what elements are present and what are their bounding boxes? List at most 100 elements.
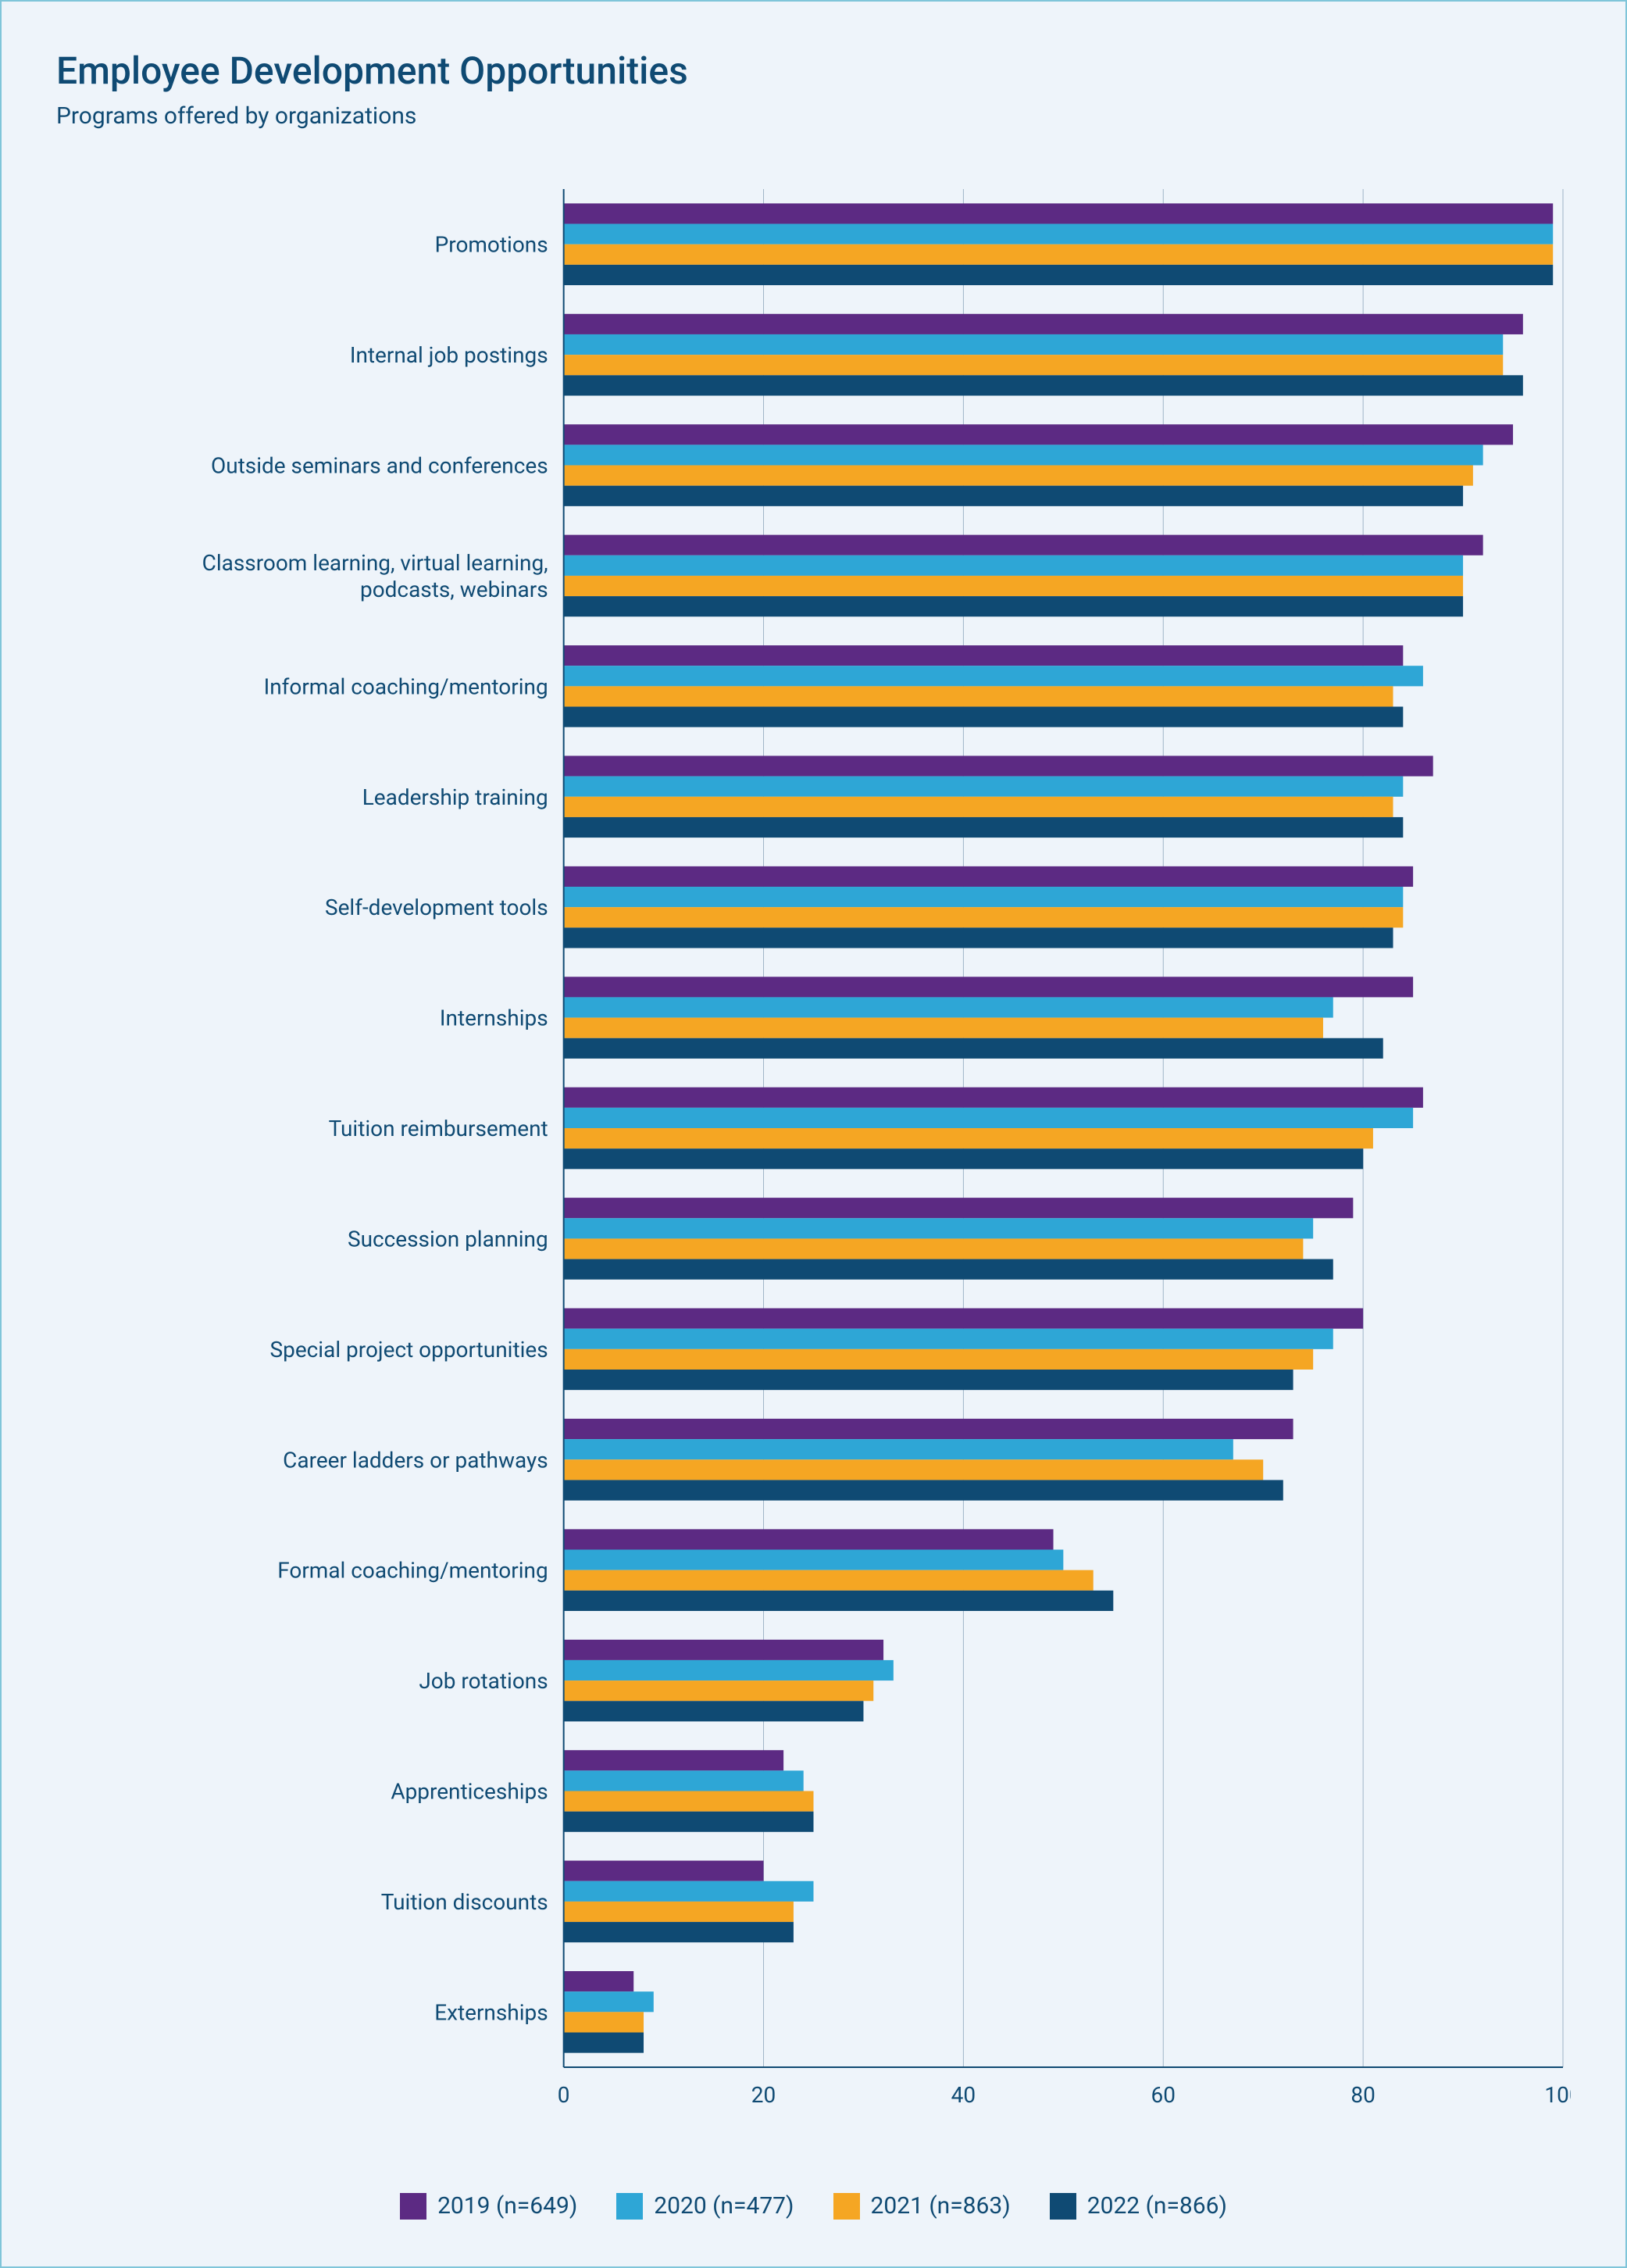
legend-swatch xyxy=(833,2193,860,2220)
legend-item: 2022 (n=866) xyxy=(1050,2192,1227,2220)
bar xyxy=(564,1991,654,2012)
bar xyxy=(564,1018,1323,1038)
category-label: Internal job postings xyxy=(350,342,548,368)
bar xyxy=(564,424,1513,445)
bar xyxy=(564,1550,1064,1570)
chart-subtitle: Programs offered by organizations xyxy=(56,102,1571,130)
bar xyxy=(564,1881,814,1902)
bar xyxy=(564,1370,1293,1390)
bar xyxy=(564,1108,1413,1128)
bar xyxy=(564,707,1404,727)
bar xyxy=(564,666,1423,686)
bar xyxy=(564,997,1333,1017)
category-label: Formal coaching/mentoring xyxy=(277,1558,548,1584)
bar xyxy=(564,1329,1333,1349)
grouped-bar-chart: 0 20 40 60 80 100 Promotions Internal job posti… xyxy=(56,181,1571,2134)
bar xyxy=(564,1529,1054,1549)
bar xyxy=(564,1218,1314,1238)
legend-item: 2019 (n=649) xyxy=(400,2192,577,2220)
bar xyxy=(564,445,1483,465)
bar xyxy=(564,1660,894,1680)
bar xyxy=(564,1570,1094,1591)
bar xyxy=(564,576,1463,596)
x-tick-label: 80 xyxy=(1350,2082,1375,2108)
legend-label: 2021 (n=863) xyxy=(871,2192,1011,2220)
bar xyxy=(564,1812,814,1832)
x-tick-label: 40 xyxy=(951,2082,976,2108)
bar xyxy=(564,1038,1383,1059)
bar xyxy=(564,817,1404,838)
bar xyxy=(564,777,1404,797)
chart-plot-area: 0 20 40 60 80 100 Promotions Internal job posti… xyxy=(56,181,1571,2134)
legend-label: 2020 (n=477) xyxy=(654,2192,794,2220)
category-label: Promotions xyxy=(435,232,548,258)
legend-swatch xyxy=(400,2193,426,2220)
legend-item: 2021 (n=863) xyxy=(833,2192,1011,2220)
category-label: Special project opportunities xyxy=(270,1337,548,1363)
bar xyxy=(564,1480,1283,1500)
bar xyxy=(564,334,1504,355)
bar xyxy=(564,596,1463,616)
category-label: podcasts, webinars xyxy=(360,577,548,602)
category-label: Self-development tools xyxy=(325,895,548,920)
bar xyxy=(564,1971,634,1991)
bar xyxy=(564,314,1523,334)
chart-card: Employee Development Opportunities Progr… xyxy=(0,0,1627,2268)
bar xyxy=(564,1770,804,1791)
bar xyxy=(564,1088,1423,1108)
x-tick-label: 20 xyxy=(751,2082,776,2108)
bar xyxy=(564,1861,764,1881)
bar xyxy=(564,887,1404,907)
bar xyxy=(564,1791,814,1811)
x-tick-label: 100 xyxy=(1544,2082,1571,2108)
bar xyxy=(564,1349,1314,1370)
category-label: Job rotations xyxy=(419,1668,548,1694)
bar xyxy=(564,486,1463,506)
category-label: Externships xyxy=(434,1999,548,2025)
bar xyxy=(564,755,1433,776)
chart-legend: 2019 (n=649) 2020 (n=477) 2021 (n=863) 2022… xyxy=(2,2192,1625,2220)
category-label: Classroom learning, virtual learning, xyxy=(202,550,548,576)
category-label: Career ladders or pathways xyxy=(283,1447,548,1473)
bar xyxy=(564,355,1504,375)
bar xyxy=(564,977,1413,997)
category-label: Informal coaching/mentoring xyxy=(264,673,548,699)
bar xyxy=(564,1148,1363,1169)
bar xyxy=(564,1902,794,1922)
bar xyxy=(564,1701,864,1721)
category-label: Tuition discounts xyxy=(381,1889,548,1915)
legend-swatch xyxy=(616,2193,643,2220)
bar xyxy=(564,1419,1293,1439)
legend-swatch xyxy=(1050,2193,1076,2220)
bar xyxy=(564,1198,1354,1218)
x-tick-label: 0 xyxy=(558,2082,570,2108)
bar xyxy=(564,1238,1304,1259)
chart-title: Employee Development Opportunities xyxy=(56,48,1571,93)
bar xyxy=(564,907,1404,927)
bar xyxy=(564,1591,1114,1611)
bar xyxy=(564,1640,883,1660)
bar xyxy=(564,375,1523,395)
bar xyxy=(564,927,1393,948)
bar xyxy=(564,466,1473,486)
bar xyxy=(564,1439,1233,1459)
bar xyxy=(564,1750,783,1770)
bar xyxy=(564,203,1554,223)
category-label: Succession planning xyxy=(348,1226,548,1252)
bar xyxy=(564,1309,1363,1329)
bar xyxy=(564,1922,794,1942)
x-tick-label: 60 xyxy=(1151,2082,1176,2108)
bar xyxy=(564,1680,874,1701)
bar xyxy=(564,555,1463,576)
bar xyxy=(564,1459,1264,1480)
bar xyxy=(564,866,1413,887)
category-label: Tuition reimbursement xyxy=(329,1116,548,1141)
bar xyxy=(564,797,1393,817)
bar xyxy=(564,224,1554,245)
bar xyxy=(564,2032,644,2052)
bar xyxy=(564,1128,1373,1148)
bar xyxy=(564,645,1404,666)
bar xyxy=(564,535,1483,555)
bar xyxy=(564,245,1554,265)
legend-label: 2019 (n=649) xyxy=(437,2192,577,2220)
